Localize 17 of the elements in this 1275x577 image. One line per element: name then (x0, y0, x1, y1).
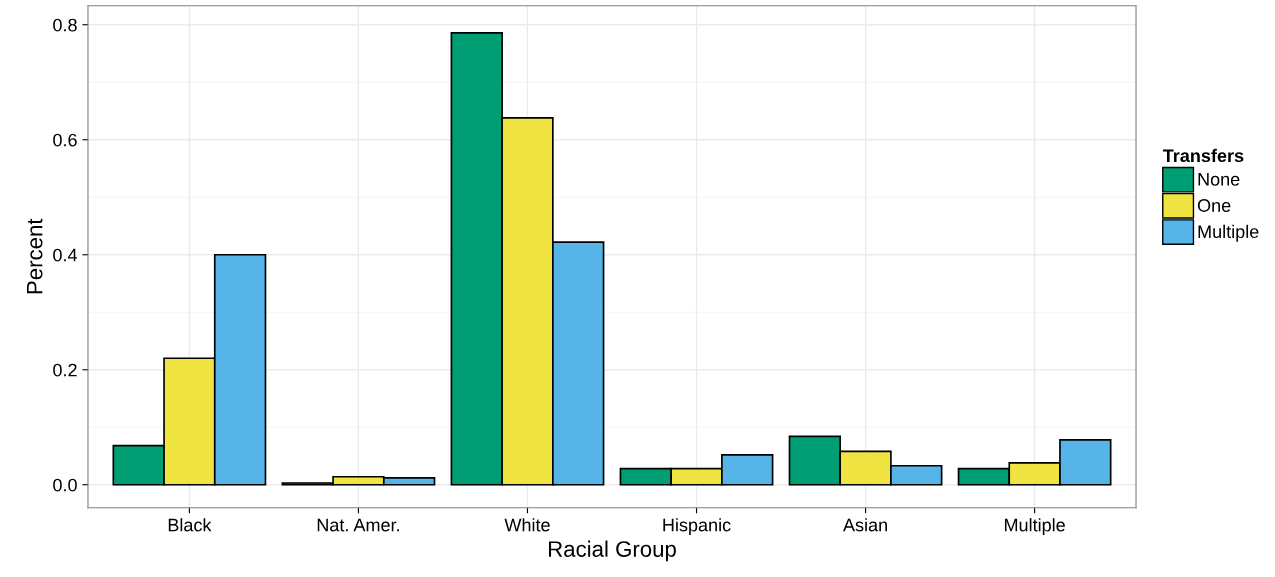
y-tick-label: 0.4 (53, 248, 78, 262)
y-axis-title: Percent (27, 218, 43, 294)
x-tick-label: Hispanic (663, 518, 731, 536)
legend-label: None (1198, 173, 1240, 186)
x-tick-label: Multiple (1004, 518, 1065, 536)
y-tick-label: 0.2 (53, 363, 77, 377)
legend-label: One (1197, 199, 1231, 212)
x-tick-label: White (504, 518, 550, 532)
x-tick-label: Nat. Amer. (317, 518, 399, 532)
y-tick-label: 0.6 (53, 133, 77, 147)
x-axis-title: Racial Group (548, 540, 676, 562)
x-tick-label: Black (168, 518, 212, 532)
y-tick-label: 0.0 (53, 478, 77, 492)
x-tick-label: Asian (843, 518, 887, 532)
legend-title: Transfers (1162, 148, 1244, 163)
legend-label: Multiple (1198, 224, 1259, 242)
y-tick-label: 0.8 (53, 18, 77, 32)
